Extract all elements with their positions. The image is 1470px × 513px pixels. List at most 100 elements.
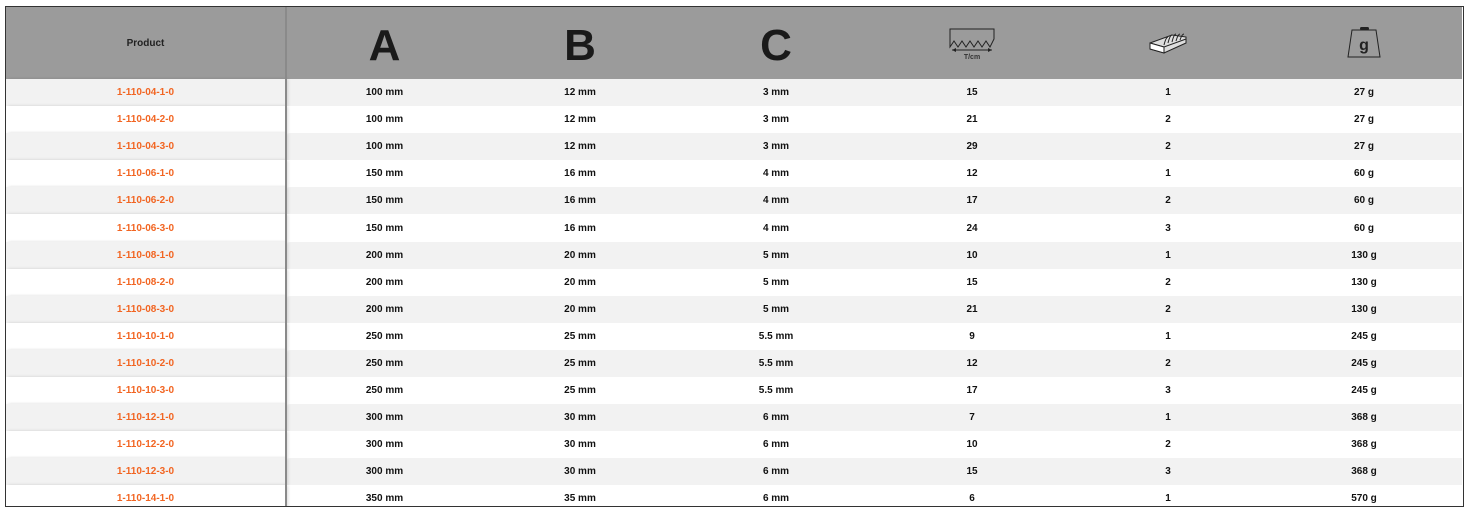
cell-dimension-c: 5.5 mm xyxy=(758,330,794,342)
cell-dimension-c: 4 mm xyxy=(762,195,790,207)
table-row: 1-110-04-3-0 100 mm 12 mm 3 mm 29 2 27 g xyxy=(6,133,1462,161)
cell-weight: 130 g xyxy=(1351,249,1377,261)
weight-icon-letter: g xyxy=(1359,37,1369,54)
cell-cut-grade: 2 xyxy=(1165,303,1171,315)
cell-product-link[interactable]: 1-110-10-2-0 xyxy=(6,349,287,378)
cell-teeth-per-cm: 12 xyxy=(966,168,978,180)
cell-dimension-b: 20 mm xyxy=(564,303,596,315)
cell-product-link[interactable]: 1-110-10-3-0 xyxy=(6,377,287,405)
cell-cut-grade: 2 xyxy=(1165,439,1171,451)
header-dimension-c: C xyxy=(678,7,874,79)
cell-product-link[interactable]: 1-110-12-3-0 xyxy=(6,458,287,486)
cell-dimension-a: 250 mm xyxy=(365,357,404,369)
table-row: 1-110-08-2-0 200 mm 20 mm 5 mm 15 2 130 g xyxy=(6,268,1462,296)
cell-product-link[interactable]: 1-110-04-3-0 xyxy=(6,133,287,161)
cell-product-link[interactable]: 1-110-08-1-0 xyxy=(6,241,287,269)
header-product: Product xyxy=(6,7,287,79)
cell-cut-grade: 1 xyxy=(1165,168,1171,180)
cell-weight: 368 g xyxy=(1351,412,1377,424)
cell-dimension-a: 350 mm xyxy=(365,493,404,505)
header-dimension-b: B xyxy=(482,7,678,79)
cell-dimension-c: 4 mm xyxy=(762,222,790,234)
table-row: 1-110-14-1-0 350 mm 35 mm 6 mm 6 1 570 g xyxy=(6,485,1462,506)
cell-teeth-per-cm: 24 xyxy=(966,222,978,234)
cell-weight: 60 g xyxy=(1353,168,1374,180)
cell-cut-grade: 1 xyxy=(1165,87,1171,99)
cell-product-link[interactable]: 1-110-08-3-0 xyxy=(6,295,287,323)
cell-product-link[interactable]: 1-110-10-1-0 xyxy=(6,322,287,350)
weight-icon: g xyxy=(1347,27,1381,58)
cell-dimension-b: 20 mm xyxy=(564,249,596,261)
cell-dimension-c: 6 mm xyxy=(762,493,790,505)
cell-weight: 245 g xyxy=(1351,330,1377,342)
cell-weight: 60 g xyxy=(1353,222,1374,234)
cell-teeth-per-cm: 17 xyxy=(966,195,978,207)
cell-product-link[interactable]: 1-110-12-1-0 xyxy=(6,404,287,432)
cell-dimension-c: 3 mm xyxy=(762,141,790,153)
cell-teeth-per-cm: 6 xyxy=(969,493,975,505)
header-dimension-a: A xyxy=(286,7,482,79)
cell-product-link[interactable]: 1-110-06-1-0 xyxy=(6,160,287,188)
cell-product-link[interactable]: 1-110-06-2-0 xyxy=(6,187,287,215)
cell-dimension-c: 5.5 mm xyxy=(758,357,794,369)
cell-teeth-per-cm: 10 xyxy=(966,439,978,451)
cell-product-link[interactable]: 1-110-14-1-0 xyxy=(6,485,287,506)
cell-cut-grade: 2 xyxy=(1165,276,1171,288)
cell-dimension-b: 16 mm xyxy=(564,168,596,180)
table-row: 1-110-12-2-0 300 mm 30 mm 6 mm 10 2 368 g xyxy=(6,431,1462,459)
teeth-unit-label: T/cm xyxy=(964,54,980,61)
cell-weight: 368 g xyxy=(1351,466,1377,478)
cell-dimension-c: 3 mm xyxy=(762,114,790,126)
cell-teeth-per-cm: 7 xyxy=(969,412,975,424)
table-row: 1-110-12-1-0 300 mm 30 mm 6 mm 7 1 368 g xyxy=(6,404,1462,432)
cell-dimension-a: 250 mm xyxy=(365,330,404,342)
cell-dimension-b: 20 mm xyxy=(564,276,596,288)
table-row: 1-110-08-1-0 200 mm 20 mm 5 mm 10 1 130 g xyxy=(6,241,1462,269)
cell-weight: 27 g xyxy=(1353,87,1374,99)
cell-dimension-a: 300 mm xyxy=(365,439,404,451)
table-row: 1-110-04-1-0 100 mm 12 mm 3 mm 15 1 27 g xyxy=(6,79,1462,107)
cell-dimension-c: 5 mm xyxy=(762,249,790,261)
header-cut xyxy=(1070,7,1266,79)
cell-teeth-per-cm: 12 xyxy=(966,357,978,369)
cell-dimension-b: 30 mm xyxy=(564,466,596,478)
cell-dimension-c: 5 mm xyxy=(762,276,790,288)
cell-dimension-b: 12 mm xyxy=(564,141,596,153)
teeth-per-cm-icon: T/cm xyxy=(949,28,995,61)
cell-weight: 245 g xyxy=(1351,385,1377,397)
table-row: 1-110-10-3-0 250 mm 25 mm 5.5 mm 17 3 245 g xyxy=(6,377,1462,405)
cell-cut-grade: 3 xyxy=(1165,466,1171,478)
cell-teeth-per-cm: 15 xyxy=(966,276,978,288)
cell-cut-grade: 2 xyxy=(1165,195,1171,207)
cell-dimension-c: 5 mm xyxy=(762,303,790,315)
table-row: 1-110-08-3-0 200 mm 20 mm 5 mm 21 2 130 g xyxy=(6,295,1462,323)
cell-weight: 130 g xyxy=(1351,303,1377,315)
cell-weight: 130 g xyxy=(1351,276,1377,288)
cell-product-link[interactable]: 1-110-08-2-0 xyxy=(6,268,287,296)
cell-dimension-c: 6 mm xyxy=(762,439,790,451)
cell-cut-grade: 1 xyxy=(1165,249,1171,261)
cell-cut-grade: 3 xyxy=(1165,385,1171,397)
cell-dimension-a: 200 mm xyxy=(365,303,404,315)
cell-dimension-a: 300 mm xyxy=(365,466,404,478)
cell-cut-grade: 1 xyxy=(1165,493,1171,505)
cell-dimension-a: 100 mm xyxy=(365,87,404,99)
cell-product-link[interactable]: 1-110-04-1-0 xyxy=(6,79,287,107)
cell-dimension-a: 100 mm xyxy=(365,141,404,153)
cell-product-link[interactable]: 1-110-06-3-0 xyxy=(6,214,287,242)
cell-weight: 27 g xyxy=(1353,141,1374,153)
cell-product-link[interactable]: 1-110-04-2-0 xyxy=(6,106,287,134)
cell-weight: 27 g xyxy=(1353,114,1374,126)
cell-dimension-a: 100 mm xyxy=(365,114,404,126)
cell-weight: 570 g xyxy=(1351,493,1377,505)
product-spec-table: Product A B C T/cm xyxy=(5,6,1464,507)
cell-dimension-b: 30 mm xyxy=(564,439,596,451)
cell-teeth-per-cm: 21 xyxy=(966,303,978,315)
cell-teeth-per-cm: 10 xyxy=(966,249,978,261)
cell-dimension-b: 25 mm xyxy=(564,330,596,342)
cell-product-link[interactable]: 1-110-12-2-0 xyxy=(6,431,287,459)
cell-dimension-c: 4 mm xyxy=(762,168,790,180)
cell-dimension-b: 16 mm xyxy=(564,222,596,234)
table-row: 1-110-12-3-0 300 mm 30 mm 6 mm 15 3 368 g xyxy=(6,458,1462,486)
cell-teeth-per-cm: 17 xyxy=(966,385,978,397)
